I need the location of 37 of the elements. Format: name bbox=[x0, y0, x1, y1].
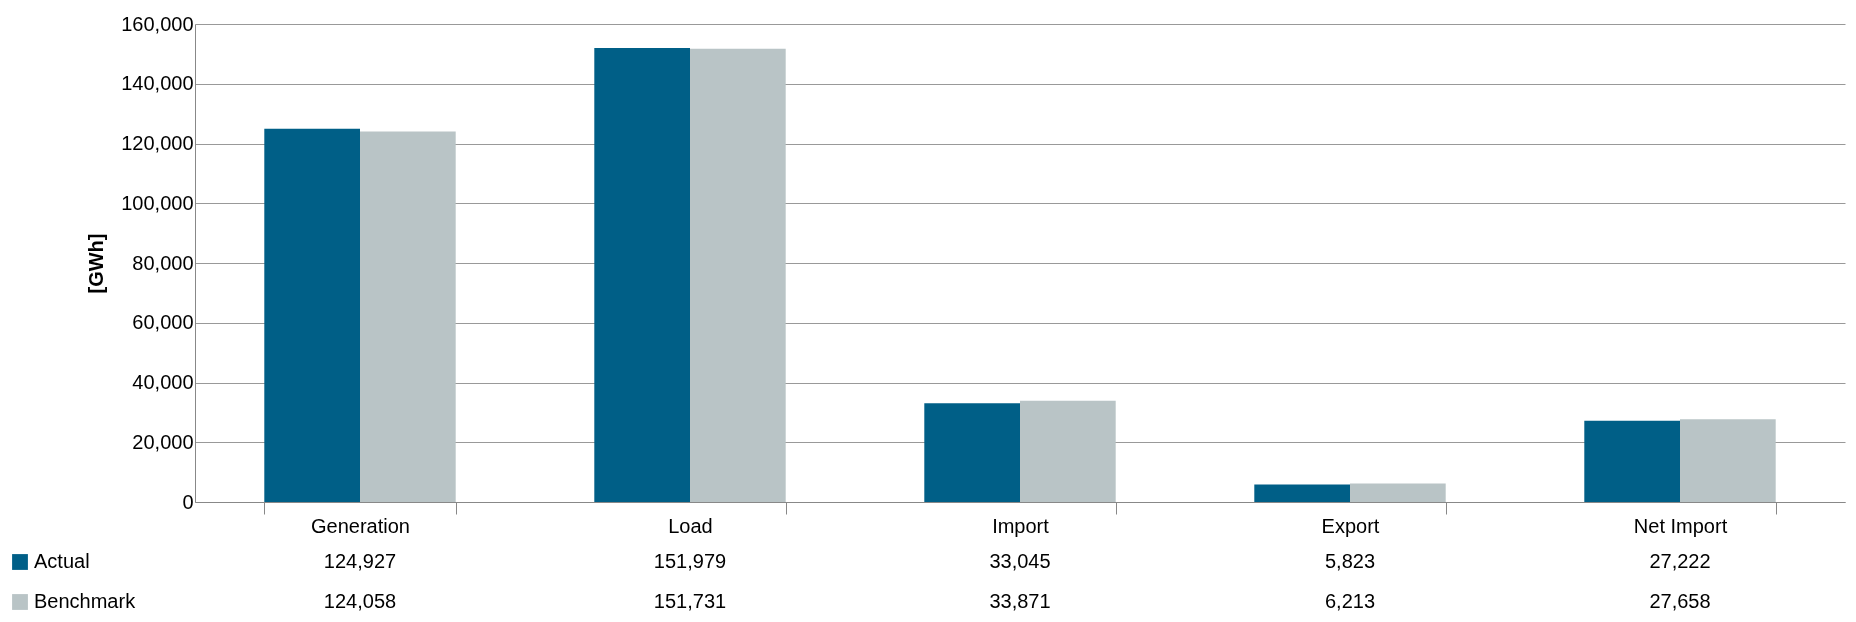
y-tick-label: 160,000 bbox=[121, 12, 194, 35]
data-label: 124,927 bbox=[323, 550, 397, 572]
bar bbox=[1254, 484, 1350, 502]
data-label: 124,058 bbox=[323, 590, 397, 612]
data-label: 5,823 bbox=[1324, 550, 1376, 572]
bar bbox=[594, 47, 690, 502]
data-label: 151,979 bbox=[653, 550, 727, 572]
y-tick-label: 20,000 bbox=[132, 430, 194, 453]
data-label: 33,871 bbox=[989, 590, 1051, 612]
bar bbox=[1350, 483, 1446, 502]
y-tick-label: 100,000 bbox=[121, 191, 194, 214]
y-tick-label: 0 bbox=[182, 490, 194, 513]
bar bbox=[1680, 419, 1776, 502]
y-tick-label: 80,000 bbox=[132, 251, 194, 274]
x-tick-label: Generation bbox=[311, 514, 410, 537]
data-label: 27,658 bbox=[1649, 590, 1711, 612]
y-axis-title: [GWh] bbox=[85, 233, 108, 294]
data-label: 33,045 bbox=[989, 550, 1051, 572]
data-label: 27,222 bbox=[1649, 550, 1711, 572]
bar bbox=[690, 48, 786, 502]
bar bbox=[924, 403, 1020, 502]
data-label: 6,213 bbox=[1324, 590, 1376, 612]
x-tick-label: Net Import bbox=[1633, 514, 1728, 537]
bar bbox=[1584, 420, 1680, 502]
bar bbox=[264, 128, 360, 502]
x-tick-label: Export bbox=[1321, 514, 1380, 537]
bar bbox=[360, 131, 456, 502]
y-tick-label: 40,000 bbox=[132, 371, 194, 393]
x-tick-label: Load bbox=[668, 514, 713, 537]
y-tick-label: 120,000 bbox=[121, 132, 194, 154]
x-tick-label: Import bbox=[992, 514, 1050, 537]
y-tick-label: 140,000 bbox=[121, 72, 194, 95]
bar bbox=[1020, 400, 1116, 502]
y-tick-label: 60,000 bbox=[132, 311, 194, 334]
data-label: 151,731 bbox=[653, 590, 727, 612]
legend-label: Actual bbox=[34, 550, 90, 572]
legend-label: Benchmark bbox=[34, 590, 137, 612]
